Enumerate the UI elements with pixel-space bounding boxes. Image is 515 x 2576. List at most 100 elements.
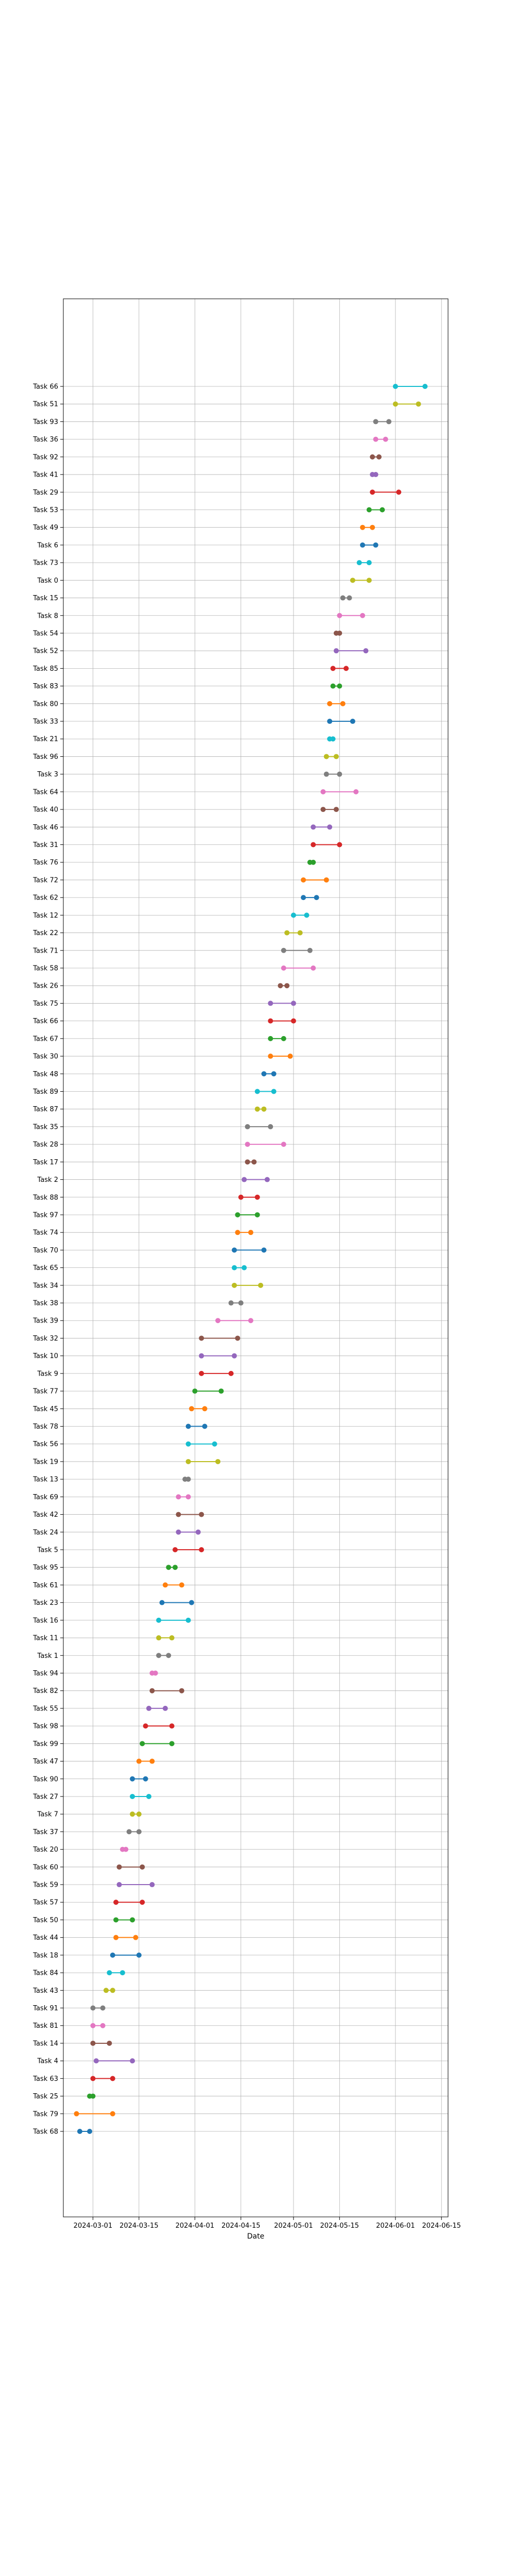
task-end-point [380, 507, 385, 513]
y-tick-label: Task 93 [32, 418, 58, 426]
task-end-point [281, 1142, 286, 1147]
y-tick-label: Task 91 [32, 2005, 58, 2012]
x-tick-label: 2024-06-01 [376, 2222, 415, 2230]
x-tick-label: 2024-03-01 [74, 2222, 113, 2230]
task-start-point [143, 1723, 148, 1729]
task-end-point [199, 1547, 204, 1552]
task-end-point [169, 1741, 175, 1747]
task-end-point [133, 1935, 139, 1940]
task-end-point [330, 736, 336, 742]
y-tick-label: Task 51 [32, 401, 58, 409]
task-start-point [232, 1282, 237, 1288]
task-start-point [337, 613, 342, 618]
task-end-point [290, 1018, 296, 1024]
y-tick-label: Task 59 [32, 1882, 58, 1889]
task-start-point [189, 1406, 194, 1412]
y-tick-label: Task 38 [32, 1300, 58, 1308]
task-end-point [347, 595, 352, 601]
task-start-point [199, 1370, 204, 1376]
y-tick-label: Task 61 [32, 1582, 58, 1589]
task-end-point [140, 1900, 145, 1905]
task-start-point [116, 1864, 122, 1870]
task-end-point [185, 1494, 191, 1500]
y-tick-label: Task 14 [32, 2040, 58, 2047]
task-end-point [146, 1793, 151, 1799]
task-start-point [107, 1970, 112, 1976]
task-start-point [130, 1776, 135, 1782]
y-tick-label: Task 85 [32, 665, 58, 673]
y-tick-label: Task 27 [32, 1793, 58, 1801]
task-end-point [422, 384, 428, 389]
task-start-point [90, 2005, 96, 2011]
task-end-point [136, 1811, 142, 1817]
task-end-point [149, 1758, 155, 1764]
task-start-point [323, 771, 329, 777]
x-tick-label: 2024-04-01 [176, 2222, 215, 2230]
task-end-point [287, 1054, 293, 1059]
task-start-point [370, 489, 375, 495]
task-end-point [136, 1829, 142, 1835]
task-end-point [254, 1194, 260, 1200]
task-start-point [215, 1318, 221, 1324]
y-tick-label: Task 34 [32, 1282, 58, 1290]
task-end-point [215, 1459, 221, 1464]
x-axis-title: Date [247, 2232, 264, 2241]
y-tick-label: Task 6 [37, 541, 58, 549]
task-start-point [113, 1917, 119, 1923]
task-start-point [104, 1988, 109, 1993]
y-tick-label: Task 72 [32, 876, 58, 884]
task-start-point [330, 683, 336, 689]
x-tick-label: 2024-03-15 [119, 2222, 159, 2230]
y-tick-label: Task 94 [32, 1670, 58, 1677]
task-end-point [202, 1406, 208, 1412]
task-start-point [199, 1353, 204, 1359]
y-tick-label: Task 10 [32, 1352, 58, 1360]
y-tick-label: Task 57 [32, 1899, 58, 1907]
task-start-point [350, 578, 355, 583]
task-start-point [176, 1512, 181, 1517]
task-start-point [185, 1441, 191, 1447]
task-end-point [87, 2129, 93, 2134]
task-end-point [376, 454, 382, 460]
task-end-point [238, 1300, 244, 1306]
y-tick-label: Task 0 [37, 577, 58, 585]
task-start-point [232, 1247, 237, 1253]
y-tick-label: Task 29 [32, 489, 58, 497]
task-end-point [290, 1001, 296, 1006]
task-end-point [173, 1565, 178, 1570]
task-start-point [268, 1001, 273, 1006]
task-start-point [238, 1194, 244, 1200]
task-end-point [107, 2040, 112, 2046]
plot-marks [74, 384, 428, 2134]
task-end-point [304, 912, 310, 918]
task-end-point [248, 1230, 253, 1235]
task-start-point [373, 419, 379, 425]
y-tick-label: Task 44 [32, 1934, 58, 1942]
task-end-point [195, 1529, 201, 1535]
task-start-point [301, 877, 306, 883]
task-start-point [185, 1459, 191, 1464]
task-start-point [301, 895, 306, 901]
task-start-point [281, 947, 286, 953]
grid-lines [63, 299, 448, 2217]
x-axis: 2024-03-01 2024-03-15 2024-04-01 2024-04-15… [74, 2217, 461, 2230]
y-tick-label: Task 33 [32, 718, 58, 726]
task-end-point [307, 947, 313, 953]
task-end-point [185, 1617, 191, 1623]
y-tick-label: Task 73 [32, 560, 58, 567]
task-start-point [290, 912, 296, 918]
y-tick-label: Task 68 [32, 2128, 58, 2136]
task-start-point [113, 1900, 119, 1905]
y-tick-label: Task 31 [32, 841, 58, 849]
task-end-point [370, 524, 375, 530]
y-tick-label: Task 24 [32, 1529, 58, 1536]
task-start-point [311, 824, 316, 830]
task-end-point [110, 2076, 115, 2081]
y-tick-label: Task 92 [32, 453, 58, 461]
y-tick-label: Task 84 [32, 1970, 58, 1977]
task-start-point [254, 1106, 260, 1112]
y-tick-label: Task 35 [32, 1123, 58, 1131]
task-end-point [100, 2023, 106, 2028]
y-tick-label: Task 41 [32, 471, 58, 479]
